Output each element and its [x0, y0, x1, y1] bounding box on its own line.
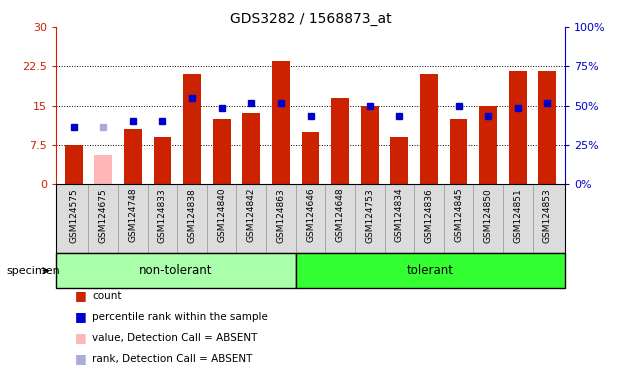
Text: GSM124834: GSM124834 [395, 188, 404, 242]
Bar [56, 253, 296, 288]
Bar [450, 119, 468, 184]
Text: GSM124675: GSM124675 [99, 188, 108, 243]
Bar [272, 61, 290, 184]
Bar [420, 74, 438, 184]
Text: count: count [92, 291, 122, 301]
Text: GSM124833: GSM124833 [158, 188, 167, 243]
Bar [479, 106, 497, 184]
Text: GSM124851: GSM124851 [513, 188, 522, 243]
Text: non-tolerant: non-tolerant [139, 264, 212, 277]
Text: GSM124648: GSM124648 [335, 188, 345, 242]
Bar [331, 98, 349, 184]
Bar [296, 253, 565, 288]
Text: GDS3282 / 1568873_at: GDS3282 / 1568873_at [230, 12, 391, 25]
Bar [183, 74, 201, 184]
Bar [153, 137, 171, 184]
Bar [361, 106, 379, 184]
Bar [65, 145, 83, 184]
Text: ■: ■ [75, 289, 86, 302]
Text: GSM124842: GSM124842 [247, 188, 256, 242]
Text: GSM124838: GSM124838 [188, 188, 197, 243]
Bar [94, 156, 112, 184]
Text: ■: ■ [75, 310, 86, 323]
Bar [538, 71, 556, 184]
Bar [302, 132, 319, 184]
Text: GSM124748: GSM124748 [129, 188, 137, 242]
Text: GSM124850: GSM124850 [484, 188, 492, 243]
Bar [242, 114, 260, 184]
Text: tolerant: tolerant [407, 264, 454, 277]
Text: specimen: specimen [6, 266, 60, 276]
Bar [391, 137, 408, 184]
Bar [213, 119, 230, 184]
Bar [124, 129, 142, 184]
Text: GSM124853: GSM124853 [543, 188, 552, 243]
Text: GSM124646: GSM124646 [306, 188, 315, 242]
Text: rank, Detection Call = ABSENT: rank, Detection Call = ABSENT [92, 354, 252, 364]
Bar [509, 71, 527, 184]
Text: value, Detection Call = ABSENT: value, Detection Call = ABSENT [92, 333, 257, 343]
Text: GSM124575: GSM124575 [69, 188, 78, 243]
Text: ■: ■ [75, 353, 86, 366]
Text: GSM124836: GSM124836 [424, 188, 433, 243]
Text: GSM124845: GSM124845 [454, 188, 463, 242]
Text: ■: ■ [75, 331, 86, 344]
Text: GSM124840: GSM124840 [217, 188, 226, 242]
Text: GSM124753: GSM124753 [365, 188, 374, 243]
Text: percentile rank within the sample: percentile rank within the sample [92, 312, 268, 322]
Text: GSM124863: GSM124863 [276, 188, 286, 243]
